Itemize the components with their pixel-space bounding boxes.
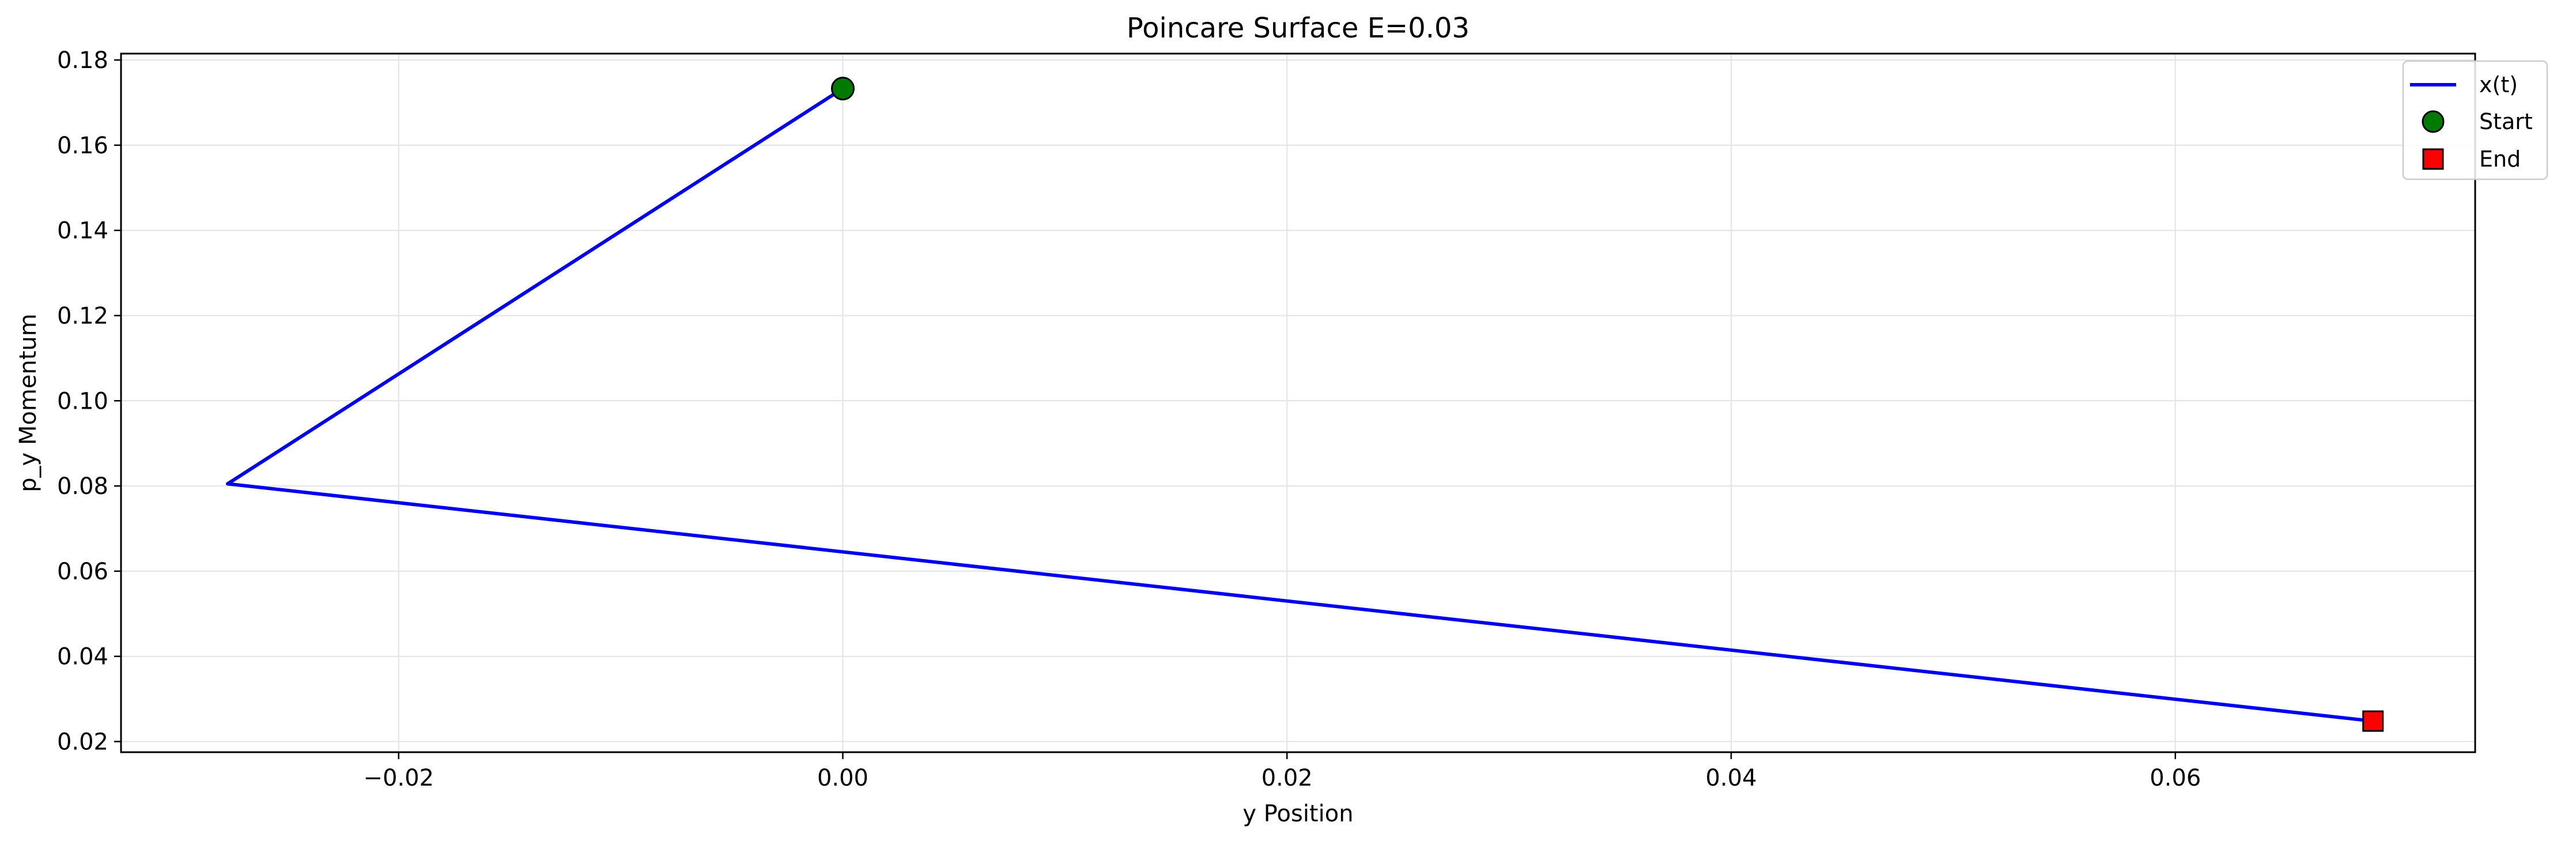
legend-label: x(t) xyxy=(2479,72,2518,97)
trajectory-line xyxy=(225,86,2375,723)
x-tick-label: 0.02 xyxy=(1261,765,1313,791)
y-tick-label: 0.02 xyxy=(57,729,108,756)
legend: x(t) Start End xyxy=(2402,60,2548,180)
y-tick-label: 0.08 xyxy=(57,473,108,500)
y-tick-label: 0.16 xyxy=(57,133,108,159)
y-tick-label: 0.14 xyxy=(57,218,108,244)
y-tick-label: 0.10 xyxy=(57,388,108,414)
x-axis-title: y Position xyxy=(1242,801,1353,827)
legend-circle-swatch xyxy=(2422,110,2445,133)
x-tick-label: 0.04 xyxy=(1705,765,1757,791)
axis-ticks: −0.02 0.00 0.02 0.04 0.06 0.02 0.04 0.06 0.08 0.1… xyxy=(57,47,2201,791)
end-marker xyxy=(2362,710,2384,732)
y-tick-label: 0.18 xyxy=(57,47,108,74)
grid xyxy=(121,54,2475,752)
plot-series xyxy=(225,77,2384,732)
x-tick-label: −0.02 xyxy=(363,765,434,791)
x-tick-label: 0.00 xyxy=(817,765,868,791)
y-tick-label: 0.04 xyxy=(57,644,108,670)
chart-title: Poincare Surface E=0.03 xyxy=(1127,12,1470,44)
y-tick-label: 0.06 xyxy=(57,559,108,585)
y-axis-title: p_y Momentum xyxy=(15,314,41,492)
legend-label: End xyxy=(2479,146,2521,172)
legend-square-swatch xyxy=(2422,148,2444,170)
legend-label: Start xyxy=(2479,109,2533,134)
start-marker xyxy=(830,77,855,101)
x-tick-label: 0.06 xyxy=(2150,765,2201,791)
plot-frame xyxy=(120,52,2476,753)
y-tick-label: 0.12 xyxy=(57,303,108,330)
